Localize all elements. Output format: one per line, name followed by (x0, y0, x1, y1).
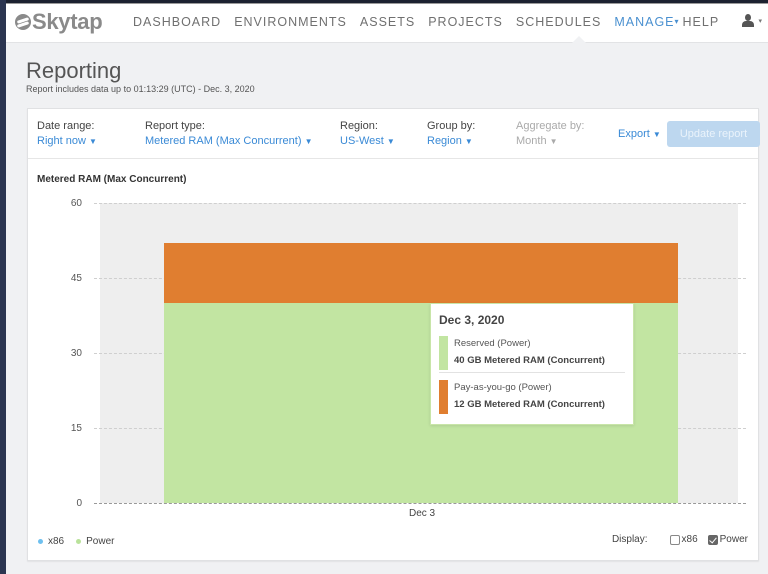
display-label: Display: (611, 534, 648, 545)
nav-dashboard[interactable]: DASHBOARD (133, 15, 222, 29)
nav-environments[interactable]: ENVIRONMENTS (234, 15, 347, 29)
user-menu[interactable]: ▾ (742, 14, 762, 28)
display-x86-checkbox[interactable]: x86 (669, 534, 698, 545)
filter-date-range: Date range: Right now ▼ (37, 120, 97, 147)
dropdown-value: US-West (340, 135, 384, 147)
legend-item-x86[interactable]: x86 (38, 536, 64, 547)
filter-region: Region: US-West ▼ (340, 120, 395, 147)
display-power-checkbox[interactable]: Power (707, 534, 748, 545)
caret-down-icon: ▼ (464, 137, 473, 146)
caret-down-icon: ▼ (549, 137, 558, 146)
nav-projects[interactable]: PROJECTS (428, 15, 503, 29)
filter-label: Date range: (37, 120, 95, 132)
export-label: Export (618, 128, 650, 140)
chevron-down-icon: ▾ (758, 18, 762, 25)
skytap-logo[interactable]: Skytap (15, 9, 103, 35)
chart-tooltip: Dec 3, 2020 Reserved (Power) 40 GB Meter… (430, 303, 634, 425)
caret-down-icon: ▼ (304, 137, 313, 146)
filter-label: Report type: (145, 120, 205, 132)
page-title: Reporting (26, 58, 122, 83)
app-window: Skytap DASHBOARD ENVIRONMENTS ASSETS PRO… (6, 3, 768, 574)
legend-dot-icon (38, 539, 43, 544)
nav-links: DASHBOARD ENVIRONMENTS ASSETS PROJECTS S… (133, 15, 732, 29)
bar-segment-payg-power[interactable] (164, 243, 678, 303)
legend-item-power[interactable]: Power (76, 536, 114, 547)
x-axis-baseline (94, 503, 746, 504)
dropdown-value: Metered RAM (Max Concurrent) (145, 135, 302, 147)
checkbox-label: x86 (681, 534, 698, 545)
filter-label: Aggregate by: (516, 120, 585, 132)
tooltip-series-value: 40 GB Metered RAM (Concurrent) (454, 355, 605, 366)
nav-help[interactable]: HELP (682, 15, 720, 29)
brand-name: Skytap (32, 9, 103, 34)
background-window-edge (0, 0, 6, 574)
tooltip-series-value: 12 GB Metered RAM (Concurrent) (454, 399, 605, 410)
nav-manage[interactable]: MANAGE▾ (614, 15, 679, 29)
tooltip-row-payg: Pay-as-you-go (Power) 12 GB Metered RAM … (439, 380, 625, 416)
chart-plot-area: Dec 3, 2020 Reserved (Power) 40 GB Meter… (94, 203, 746, 504)
export-dropdown[interactable]: Export ▼ (618, 128, 661, 140)
page-subtitle: Report includes data up to 01:13:29 (UTC… (26, 84, 255, 94)
date-range-dropdown[interactable]: Right now ▼ (37, 135, 97, 147)
gridline (94, 203, 746, 204)
nav-schedules[interactable]: SCHEDULES (515, 15, 602, 29)
tooltip-row-reserved: Reserved (Power) 40 GB Metered RAM (Conc… (439, 336, 625, 372)
region-dropdown[interactable]: US-West ▼ (340, 135, 395, 147)
tooltip-date: Dec 3, 2020 (439, 313, 505, 327)
caret-down-icon: ▼ (652, 130, 661, 139)
y-tick: 45 (70, 273, 82, 284)
report-card: Date range: Right now ▼ Report type: Met… (27, 108, 760, 561)
y-tick: 30 (70, 348, 82, 359)
y-tick: 0 (76, 498, 82, 509)
filter-group-by: Group by: Region ▼ (427, 120, 475, 147)
skytap-logo-icon (15, 14, 31, 30)
filter-label: Group by: (427, 120, 476, 132)
x-tick: Dec 3 (409, 508, 436, 519)
filter-label: Region: (340, 120, 378, 132)
tooltip-divider (439, 372, 625, 373)
report-type-dropdown[interactable]: Metered RAM (Max Concurrent) ▼ (145, 135, 312, 147)
checkbox-checked-icon[interactable] (707, 534, 718, 545)
checkbox-unchecked-icon[interactable] (669, 534, 680, 545)
y-tick: 15 (70, 423, 82, 434)
legend-label: x86 (48, 536, 65, 547)
caret-down-icon: ▼ (386, 137, 395, 146)
update-report-button[interactable]: Update report (667, 121, 760, 147)
checkbox-label: Power (719, 534, 748, 545)
group-by-dropdown[interactable]: Region ▼ (427, 135, 475, 147)
dropdown-value: Region (427, 135, 462, 147)
filter-report-type: Report type: Metered RAM (Max Concurrent… (145, 120, 312, 147)
filter-aggregate-by: Aggregate by: Month ▼ (516, 120, 585, 147)
nav-assets[interactable]: ASSETS (359, 15, 416, 29)
chart-title: Metered RAM (Max Concurrent) (37, 174, 187, 185)
user-icon (742, 14, 755, 28)
report-filters: Date range: Right now ▼ Report type: Met… (28, 109, 760, 159)
tooltip-series-name: Pay-as-you-go (Power) (454, 382, 552, 393)
aggregate-by-dropdown: Month ▼ (516, 135, 585, 147)
active-nav-pointer (572, 36, 586, 43)
dropdown-value: Month (516, 135, 547, 147)
nav-manage-label: MANAGE (614, 15, 675, 29)
tooltip-swatch (439, 336, 448, 370)
display-options: Display: x86 Power (612, 534, 748, 545)
dropdown-value: Right now (37, 135, 86, 147)
top-navigation: Skytap DASHBOARD ENVIRONMENTS ASSETS PRO… (6, 4, 768, 43)
chevron-down-icon: ▾ (674, 17, 680, 26)
chart-legend: x86 Power (38, 536, 126, 547)
legend-label: Power (86, 536, 115, 547)
caret-down-icon: ▼ (88, 137, 97, 146)
y-tick: 60 (70, 198, 82, 209)
tooltip-swatch (439, 380, 448, 414)
legend-dot-icon (76, 539, 82, 544)
tooltip-series-name: Reserved (Power) (454, 338, 531, 349)
